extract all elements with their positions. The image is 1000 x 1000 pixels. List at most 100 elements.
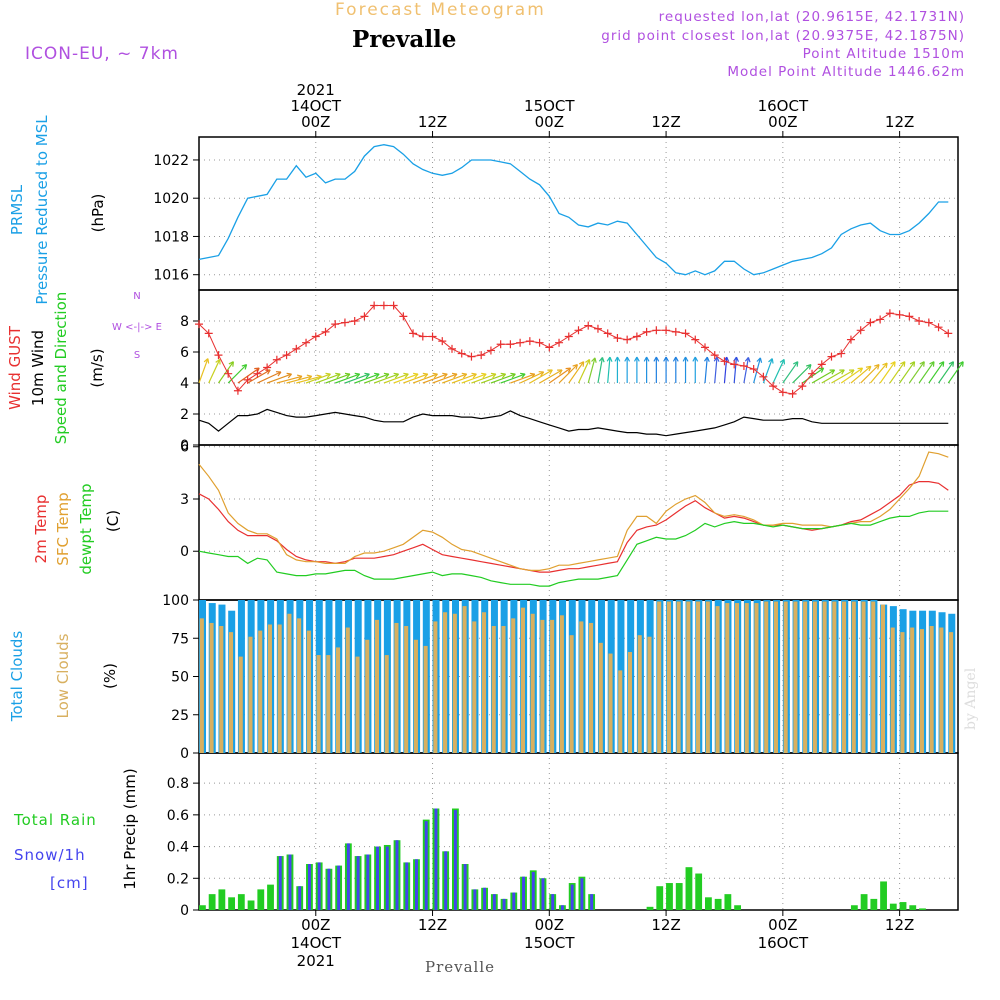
rain-bar	[685, 867, 693, 910]
wind-barb	[266, 373, 292, 384]
wind-barb	[743, 357, 750, 384]
wind-barb-head	[849, 369, 855, 375]
wind-barb	[315, 373, 341, 384]
low-cloud-bar	[452, 613, 457, 753]
top-time-label: 00Z	[301, 113, 330, 131]
snow-bar	[337, 865, 341, 910]
low-cloud-bar	[413, 639, 418, 753]
precip-label-snow: Snow/1h	[14, 846, 86, 864]
wind-barb	[714, 357, 718, 384]
gust-marker	[467, 352, 476, 361]
snow-bar	[492, 894, 496, 910]
low-cloud-bar	[744, 603, 749, 753]
wind-barb	[471, 373, 497, 384]
compass-south: S	[134, 350, 140, 361]
bottom-time-label: 2021	[297, 952, 335, 970]
gust-marker	[642, 327, 651, 336]
wind-barb-head	[557, 369, 563, 375]
rain-bar	[714, 898, 722, 910]
wind-barb-head	[422, 372, 429, 379]
footer-location: Prevalle	[425, 958, 496, 976]
wind-barb-head	[432, 372, 438, 379]
y-tick-label: 0.4	[167, 840, 189, 856]
y-tick-label: 25	[171, 708, 189, 724]
wind-barb	[529, 369, 553, 384]
rain-bar	[889, 903, 897, 910]
wind-barb-head	[598, 357, 605, 363]
wind-barb-head	[663, 356, 670, 362]
bottom-time-label: 15OCT	[524, 934, 575, 952]
gust-marker	[214, 351, 223, 360]
wind-barb	[762, 358, 773, 384]
wind-barb-head	[624, 356, 631, 362]
pressure-unit: (hPa)	[89, 194, 107, 233]
wind-barb-head	[286, 372, 292, 379]
wind-barb	[305, 373, 331, 384]
y-tick-label: 0	[180, 903, 189, 919]
rain-bar	[850, 905, 858, 910]
low-cloud-bar	[579, 621, 584, 753]
gust-marker	[389, 301, 398, 310]
low-cloud-bar	[306, 630, 311, 753]
low-cloud-bar	[248, 636, 253, 753]
low-cloud-bar	[228, 632, 234, 753]
gust-marker	[798, 382, 807, 391]
snow-bar	[502, 898, 506, 910]
snow-bar	[356, 856, 360, 910]
snow-bar	[580, 878, 584, 910]
compass-west-east: W <-|-> E	[112, 322, 162, 333]
snow-bar	[278, 856, 282, 910]
location-title: Prevalle	[352, 26, 457, 53]
pressure-label-prmsl: PRMSL	[8, 184, 26, 235]
low-cloud-bar	[472, 621, 477, 753]
snow-bar	[424, 821, 428, 910]
low-cloud-bar	[433, 621, 438, 753]
gust-marker	[272, 355, 281, 364]
low-cloud-bar	[715, 606, 720, 753]
wind-barb-head	[565, 367, 572, 373]
rain-bar	[734, 905, 742, 910]
low-cloud-bar	[297, 618, 302, 753]
rain-bar	[666, 883, 673, 910]
low-cloud-bar	[803, 601, 808, 753]
gust-marker	[399, 312, 408, 321]
gust-marker	[438, 337, 447, 346]
wind-barb-head	[471, 372, 477, 379]
y-tick-label: 6	[180, 440, 189, 456]
wind-barb	[821, 369, 845, 384]
gust-marker	[915, 317, 924, 325]
gust-marker	[535, 338, 544, 347]
bottom-time-label: 16OCT	[758, 934, 809, 952]
wind-barb-head	[890, 361, 896, 367]
low-cloud-bar	[559, 615, 564, 753]
gust-marker	[370, 301, 379, 310]
gust-marker	[457, 349, 466, 358]
wind-barb	[373, 373, 399, 384]
top-time-label: 00Z	[768, 113, 797, 131]
low-cloud-bar	[676, 601, 681, 753]
low-cloud-bar	[900, 632, 905, 753]
gust-marker	[448, 344, 456, 353]
snow-bar	[483, 887, 487, 910]
low-cloud-bar	[618, 670, 623, 753]
low-cloud-bar	[569, 635, 574, 753]
wind-barb	[840, 367, 863, 384]
wind-barb-head	[818, 367, 825, 373]
wind-barb-head	[874, 364, 880, 370]
wind-barb-head	[538, 371, 545, 377]
wind-barb-head	[578, 361, 585, 367]
low-cloud-bar	[696, 601, 701, 753]
gust-marker	[243, 375, 252, 384]
low-cloud-bar	[929, 626, 934, 753]
wind-barb-head	[948, 361, 955, 367]
gust-marker	[360, 312, 369, 321]
gust-marker	[701, 343, 709, 352]
snow-bar	[560, 905, 564, 910]
wind-barb	[811, 369, 835, 384]
y-tick-label: 100	[162, 593, 189, 609]
low-cloud-bar	[949, 632, 954, 753]
y-tick-label: 8	[180, 314, 189, 330]
wind-barb-head	[865, 365, 872, 372]
wind-barb-head	[929, 361, 935, 367]
gust-marker	[477, 351, 486, 360]
